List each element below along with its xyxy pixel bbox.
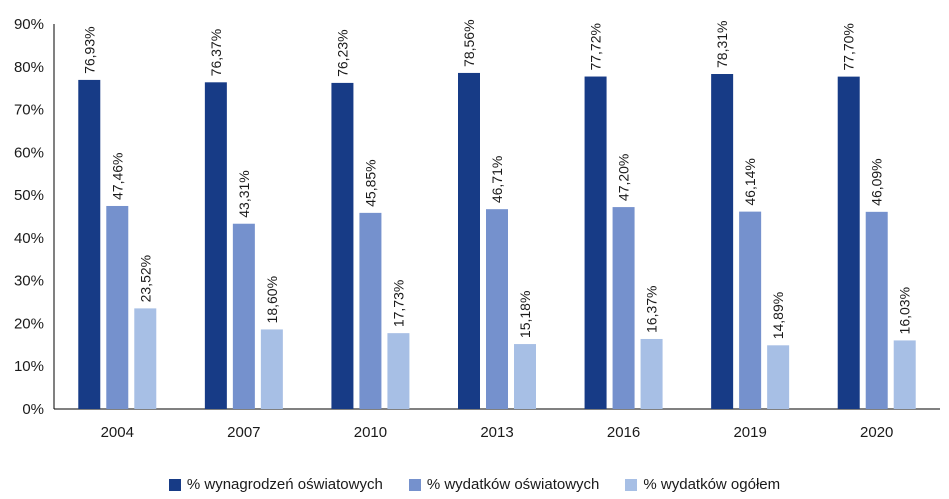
bar-value-label: 43,31%: [236, 170, 252, 217]
bar-value-label: 76,37%: [208, 29, 224, 76]
bar-value-label: 46,71%: [489, 156, 505, 203]
bar: [893, 340, 916, 409]
bar: [232, 223, 255, 409]
y-tick-label: 50%: [14, 187, 44, 204]
y-tick-label: 80%: [14, 59, 44, 76]
bar-value-label: 47,46%: [109, 152, 125, 199]
bar-value-label: 78,56%: [461, 19, 477, 66]
bar-value-label: 14,89%: [770, 292, 786, 339]
legend-swatch: [625, 478, 638, 491]
legend-swatch: [408, 478, 421, 491]
bar: [78, 79, 101, 409]
bar: [584, 76, 607, 409]
legend-label: % wydatków ogółem: [643, 476, 781, 493]
x-tick-label: 2010: [354, 424, 387, 441]
legend-item: % wydatków oświatowych: [408, 476, 600, 493]
bar: [486, 209, 508, 409]
legend-item: % wydatków ogółem: [625, 476, 780, 493]
bar: [204, 82, 227, 409]
x-tick-label: 2004: [101, 424, 134, 441]
bar-value-label: 46,09%: [869, 158, 885, 205]
x-tick-label: 2020: [860, 424, 893, 441]
bar: [458, 72, 480, 409]
bar-value-label: 23,52%: [137, 255, 153, 302]
bar-value-label: 78,31%: [714, 21, 730, 68]
legend-label: % wydatków oświatowych: [426, 476, 600, 493]
x-tick-label: 2013: [480, 424, 513, 441]
legend: % wynagrodzeń oświatowych % wydatków oświ…: [0, 476, 949, 493]
legend-swatch: [168, 478, 181, 491]
bar-value-label: 76,23%: [334, 29, 350, 76]
y-tick-label: 60%: [14, 144, 44, 161]
y-tick-label: 0%: [22, 401, 44, 418]
y-tick-label: 20%: [14, 315, 44, 332]
x-tick-label: 2016: [607, 424, 640, 441]
bars: 76,93% 47,46% 23,52% 76,37% 43,31% 18,60% 76,2…: [78, 19, 916, 409]
y-axis-ticks: 0% 10% 20% 30% 40% 50% 60% 70% 80% 90%: [14, 16, 44, 418]
bar-value-label: 46,14%: [742, 158, 758, 205]
bar: [739, 211, 762, 409]
bar-chart: 0% 10% 20% 30% 40% 50% 60% 70% 80% 90% 76,93% 47,4…: [14, 16, 940, 441]
bar: [260, 329, 283, 409]
bar: [134, 308, 157, 409]
bar: [106, 205, 129, 409]
bar-value-label: 17,73%: [390, 280, 406, 327]
bar-value-label: 47,20%: [616, 154, 632, 201]
bar-value-label: 16,03%: [897, 287, 913, 334]
bar: [640, 338, 663, 409]
bar: [837, 76, 860, 409]
y-tick-label: 40%: [14, 230, 44, 247]
x-tick-label: 2019: [733, 424, 766, 441]
y-tick-label: 90%: [14, 16, 44, 33]
bar-value-label: 15,18%: [517, 291, 533, 338]
bar-value-label: 18,60%: [264, 276, 280, 323]
legend-item: % wynagrodzeń oświatowych: [168, 476, 383, 493]
bar-value-label: 76,93%: [81, 26, 97, 73]
bar: [767, 345, 790, 409]
bar: [711, 74, 734, 409]
bar: [359, 212, 382, 409]
bar: [514, 344, 536, 409]
bar: [612, 207, 635, 409]
bar: [387, 333, 410, 409]
y-tick-label: 70%: [14, 102, 44, 119]
x-tick-label: 2007: [227, 424, 260, 441]
y-tick-label: 10%: [14, 358, 44, 375]
y-tick-label: 30%: [14, 273, 44, 290]
legend-label: % wynagrodzeń oświatowych: [186, 476, 383, 493]
bar-value-label: 77,70%: [841, 23, 857, 70]
bar-value-label: 16,37%: [644, 285, 660, 332]
bar: [865, 211, 888, 409]
bar-value-label: 45,85%: [362, 159, 378, 206]
bar-value-label: 77,72%: [588, 23, 604, 70]
bar: [331, 82, 354, 409]
x-axis-ticks: 2004 2007 2010 2013 2016 2019 2020: [101, 424, 894, 441]
